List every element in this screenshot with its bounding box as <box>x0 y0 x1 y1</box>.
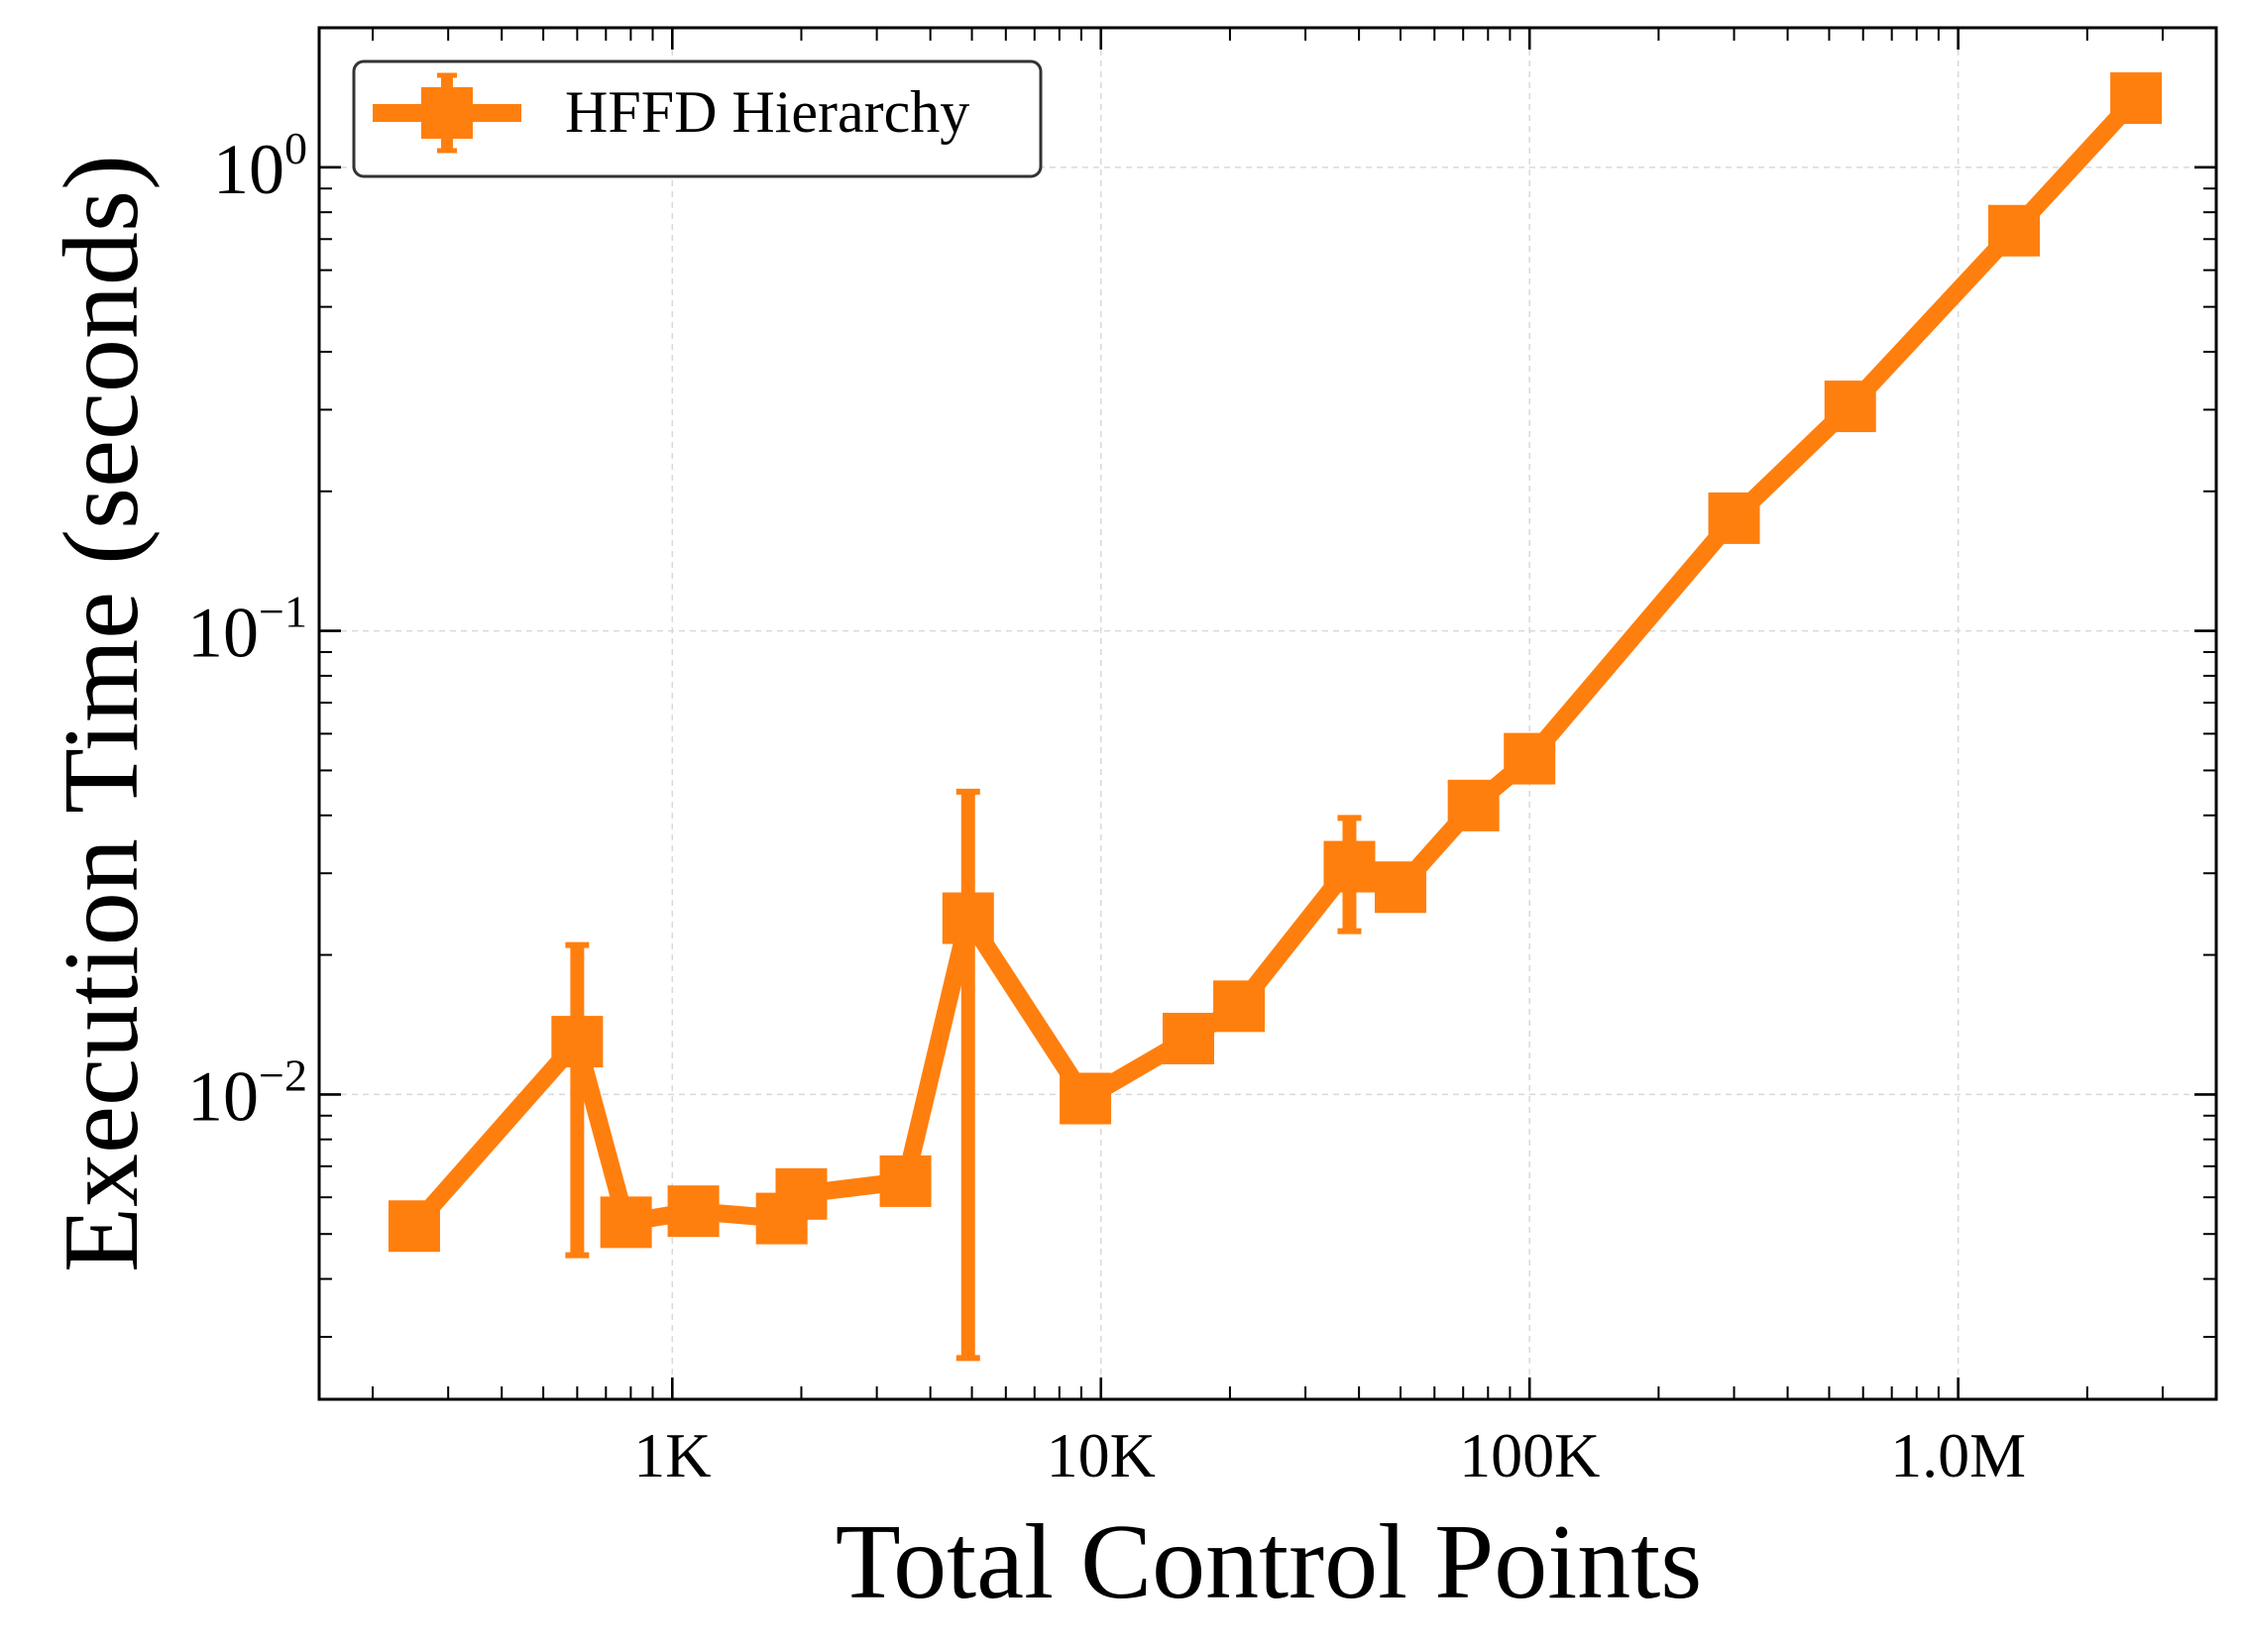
data-point <box>1988 204 2041 257</box>
data-point <box>1060 1072 1112 1125</box>
legend-box <box>352 59 1043 178</box>
data-point <box>1163 1012 1215 1064</box>
data-point <box>1708 492 1760 544</box>
y-axis-label: Execution Time (seconds) <box>43 155 161 1272</box>
x-tick-label: 10K <box>1047 1420 1156 1490</box>
tick-labels: 1K 10K 100K 1.0M 10−2 10−1 100 <box>187 123 2026 1490</box>
legend-line-marker-icon <box>373 72 521 154</box>
grid-lines <box>319 28 2216 1399</box>
data-point <box>879 1155 932 1207</box>
data-point <box>942 892 994 944</box>
legend-label: HFFD Hierarchy <box>565 79 969 145</box>
x-tick-label: 100K <box>1459 1420 1600 1490</box>
x-axis-label: Total Control Points <box>836 1503 1703 1621</box>
y-tick-label: 100 <box>213 123 307 209</box>
x-tick-label: 1.0M <box>1890 1420 2026 1490</box>
data-point <box>2110 72 2163 125</box>
data-point <box>1323 840 1376 893</box>
data-point <box>600 1196 652 1249</box>
data-point <box>551 1016 604 1068</box>
series-layer <box>388 72 2163 1362</box>
data-point <box>1447 779 1500 831</box>
y-tick-label: 10−1 <box>187 587 307 673</box>
data-point <box>388 1200 440 1253</box>
y-tick-label: 10−2 <box>187 1049 307 1136</box>
data-point <box>667 1185 720 1238</box>
data-point <box>1824 381 1876 433</box>
plot-frame <box>317 26 2218 1401</box>
legend: HFFD Hierarchy <box>352 59 1043 178</box>
data-point <box>1375 861 1427 914</box>
data-point <box>1504 732 1556 785</box>
x-tick-label: 1K <box>633 1420 711 1490</box>
data-point <box>775 1167 828 1220</box>
axes <box>317 26 2218 1401</box>
legend-swatch-marker <box>421 87 473 139</box>
data-point <box>1213 980 1266 1033</box>
